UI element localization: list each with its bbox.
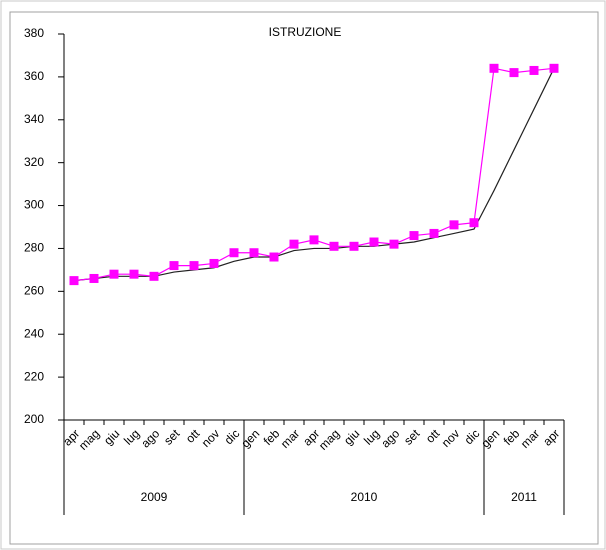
y-tick-label: 320 xyxy=(24,155,44,169)
chart-frame xyxy=(9,11,599,545)
point-marker xyxy=(369,237,379,247)
point-marker xyxy=(249,248,259,258)
point-marker xyxy=(449,220,459,230)
y-tick-label: 380 xyxy=(24,26,44,40)
point-marker xyxy=(529,65,539,75)
y-tick-label: 280 xyxy=(24,241,44,255)
point-marker xyxy=(209,258,219,268)
point-marker xyxy=(89,273,99,283)
y-tick-label: 200 xyxy=(24,412,44,426)
point-marker xyxy=(409,231,419,241)
chart-title: ISTRUZIONE xyxy=(269,25,342,39)
y-tick-label: 220 xyxy=(24,369,44,383)
point-marker xyxy=(289,239,299,249)
point-marker xyxy=(129,269,139,279)
point-marker xyxy=(189,261,199,271)
point-marker xyxy=(329,241,339,251)
y-tick-label: 260 xyxy=(24,284,44,298)
point-marker xyxy=(109,269,119,279)
y-tick-label: 360 xyxy=(24,69,44,83)
group-label: 2011 xyxy=(511,490,537,504)
y-tick-label: 300 xyxy=(24,198,44,212)
point-marker xyxy=(169,261,179,271)
point-marker xyxy=(349,241,359,251)
point-marker xyxy=(429,228,439,238)
point-marker xyxy=(469,218,479,228)
point-marker xyxy=(509,68,519,78)
y-tick-label: 340 xyxy=(24,112,44,126)
group-label: 2009 xyxy=(141,490,168,504)
group-label: 2010 xyxy=(351,490,378,504)
point-marker xyxy=(389,239,399,249)
point-marker xyxy=(549,63,559,73)
point-marker xyxy=(269,252,279,262)
point-marker xyxy=(69,276,79,286)
point-marker xyxy=(489,63,499,73)
point-marker xyxy=(149,271,159,281)
point-marker xyxy=(229,248,239,258)
point-marker xyxy=(309,235,319,245)
y-tick-label: 240 xyxy=(24,326,44,340)
